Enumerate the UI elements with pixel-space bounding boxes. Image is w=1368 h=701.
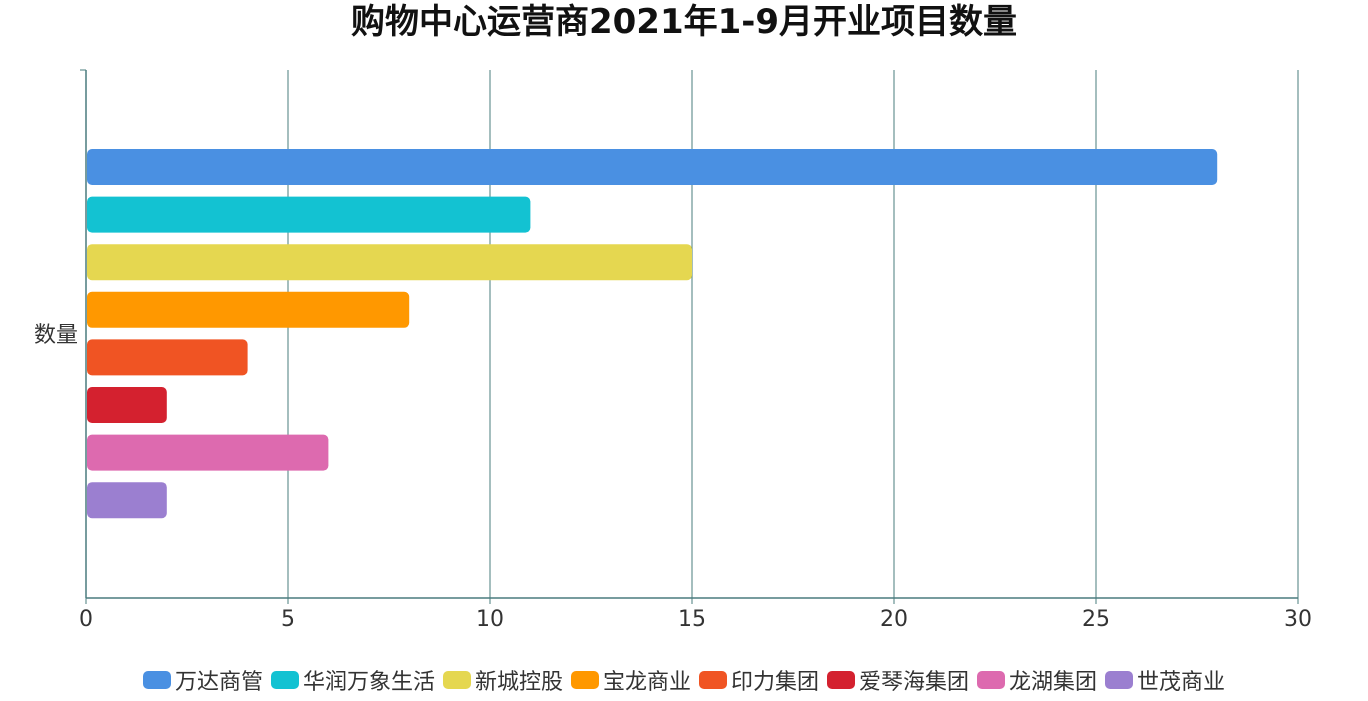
legend-label: 龙湖集团 [1009,670,1098,695]
bar[interactable] [87,291,410,328]
x-tick-label: 0 [79,607,93,632]
bar[interactable] [87,196,531,233]
bar[interactable] [87,482,167,519]
legend-label: 万达商管 [174,670,263,695]
bar[interactable] [87,434,329,471]
bar[interactable] [87,244,692,281]
legend-swatch [1105,671,1134,689]
legend-item[interactable]: 世茂商业 [1105,664,1225,696]
legend-item[interactable]: 爱琴海集团 [827,664,969,696]
legend-swatch [977,671,1006,689]
legend-swatch [142,671,171,689]
legend-item[interactable]: 万达商管 [142,664,263,696]
bar[interactable] [87,387,167,423]
legend-label: 新城控股 [474,670,563,695]
x-tick-label: 15 [678,607,706,632]
bar[interactable] [87,149,1218,185]
legend-label: 世茂商业 [1137,670,1226,695]
bar-chart: 0 5 10 15 20 25 30 数量 [34,69,1312,632]
chart-title: 购物中心运营商2021年1-9月开业项目数量 [350,2,1018,42]
legend-item[interactable]: 华润万象生活 [270,664,435,696]
bar[interactable] [87,339,248,376]
x-tick-label: 30 [1284,607,1312,632]
legend-label: 印力集团 [731,670,820,695]
legend-label: 宝龙商业 [602,670,691,695]
legend-item[interactable]: 宝龙商业 [570,664,691,696]
x-tick-label: 10 [476,607,504,632]
legend-label: 华润万象生活 [302,670,435,695]
x-tick-label: 20 [880,607,908,632]
legend-swatch [827,671,856,689]
legend-swatch [570,671,599,689]
y-category-label: 数量 [34,323,78,348]
chart-legend: 万达商管 华润万象生活 新城控股 宝龙商业 印力集团 爱琴海集团 龙湖集团 世茂商业 [0,664,1368,696]
legend-swatch [442,671,471,689]
x-tick-label: 25 [1082,607,1110,632]
legend-swatch [699,671,727,689]
legend-label: 爱琴海集团 [859,670,970,695]
x-tick-label: 5 [281,607,295,632]
legend-item[interactable]: 新城控股 [442,664,563,696]
legend-item[interactable]: 龙湖集团 [977,664,1097,696]
legend-swatch [270,671,299,689]
legend-item[interactable]: 印力集团 [699,664,819,696]
